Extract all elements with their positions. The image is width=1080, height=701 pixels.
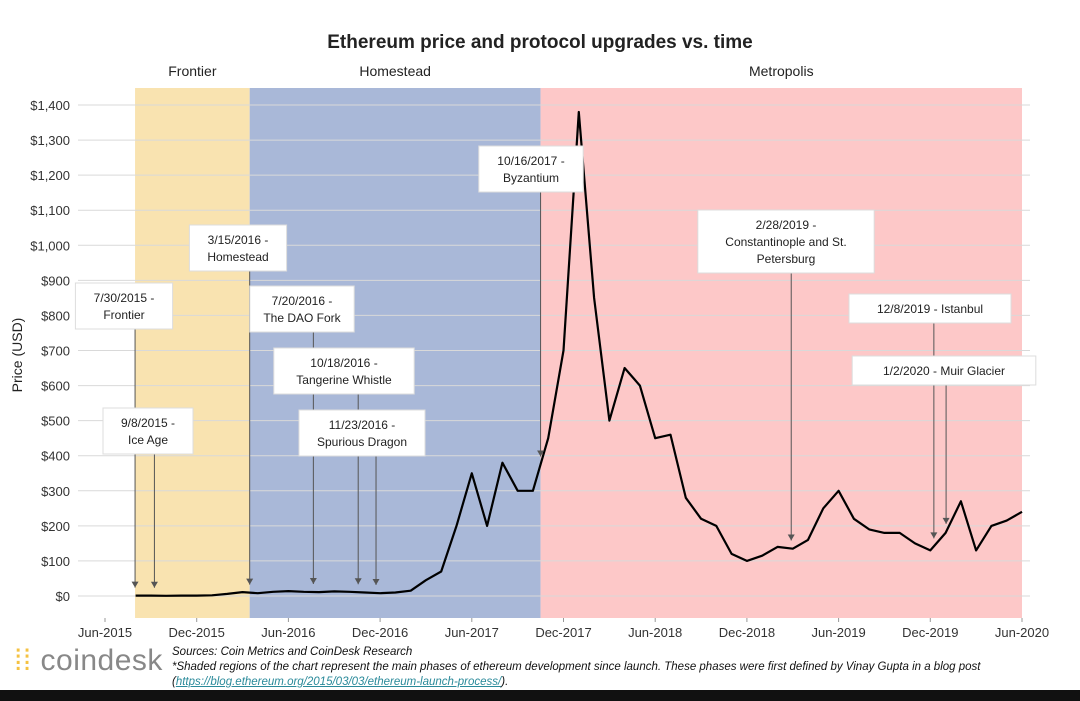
y-tick-label: $1,000 xyxy=(30,238,70,253)
annotation-box xyxy=(188,224,288,272)
phase-region xyxy=(135,88,250,618)
annotation-arrowhead xyxy=(787,534,795,541)
phase-label: Homestead xyxy=(359,63,431,79)
y-tick-label: $800 xyxy=(41,308,70,323)
annotation-label: Spurious Dragon xyxy=(317,435,407,449)
y-tick-label: $900 xyxy=(41,273,70,288)
annotation-box xyxy=(249,285,355,333)
annotation-arrowhead xyxy=(246,578,254,585)
price-line xyxy=(135,110,1023,597)
chart: Ethereum price and protocol upgrades vs.… xyxy=(9,32,1049,640)
note-text: *Shaded regions of the chart represent t… xyxy=(172,661,981,688)
footer: Sources: Coin Metrics and CoinDesk Resea… xyxy=(172,645,992,690)
annotation-label: 2/28/2019 - xyxy=(756,218,817,232)
y-tick-label: $100 xyxy=(41,554,70,569)
logo-icon: ⁞⁞ xyxy=(14,644,41,677)
annotation-label: Frontier xyxy=(103,308,144,322)
annotation-arrowhead xyxy=(942,517,950,524)
x-tick-label: Dec-2019 xyxy=(902,625,958,640)
annotation-arrowhead xyxy=(354,578,362,585)
annotation-label: 11/23/2016 - xyxy=(329,418,396,432)
y-tick-label: $700 xyxy=(41,344,70,359)
annotation-label: Ice Age xyxy=(128,433,168,447)
annotation-box xyxy=(848,293,1012,324)
y-tick-label: $500 xyxy=(41,414,70,429)
annotation-label: 3/15/2016 - xyxy=(208,233,269,247)
phase-label: Frontier xyxy=(168,63,217,79)
chart-title: Ethereum price and protocol upgrades vs.… xyxy=(327,32,753,53)
annotation-box xyxy=(478,145,584,193)
y-tick-label: $1,100 xyxy=(30,203,70,218)
y-tick-label: $0 xyxy=(56,589,70,604)
x-tick-label: Jun-2019 xyxy=(811,625,865,640)
x-tick-label: Dec-2016 xyxy=(352,625,408,640)
y-tick-label: $600 xyxy=(41,379,70,394)
x-tick-label: Dec-2017 xyxy=(535,625,591,640)
sources: Sources: Coin Metrics and CoinDesk Resea… xyxy=(172,646,413,658)
x-tick-label: Jun-2018 xyxy=(628,625,682,640)
phase-region xyxy=(540,88,1022,618)
y-tick-label: $300 xyxy=(41,484,70,499)
annotation-label: Petersburg xyxy=(757,252,816,266)
x-tick-label: Dec-2015 xyxy=(169,625,225,640)
annotation-box xyxy=(74,282,174,330)
annotation-box xyxy=(273,347,415,395)
annotation-label: Constantinople and St. xyxy=(725,235,846,249)
annotation-arrowhead xyxy=(537,450,545,457)
bottom-bar xyxy=(0,690,1080,701)
annotation-box xyxy=(102,407,194,455)
logo: ⁞⁞ coindesk xyxy=(14,644,163,678)
annotation-box xyxy=(697,209,875,274)
logo-text: coindesk xyxy=(40,644,163,677)
annotation-box xyxy=(298,409,426,457)
annotation-arrowhead xyxy=(372,579,380,586)
y-tick-label: $1,200 xyxy=(30,168,70,183)
annotation-label: Tangerine Whistle xyxy=(296,373,392,387)
y-tick-label: $400 xyxy=(41,449,70,464)
annotation-label: Homestead xyxy=(207,250,268,264)
annotation-label: 12/8/2019 - Istanbul xyxy=(877,302,983,316)
x-tick-label: Dec-2018 xyxy=(719,625,775,640)
annotation-arrowhead xyxy=(150,581,158,588)
annotation-label: 7/30/2015 - xyxy=(94,291,155,305)
x-tick-label: Jun-2015 xyxy=(78,625,132,640)
y-axis-label: Price (USD) xyxy=(9,318,25,393)
annotation-label: 10/18/2016 - xyxy=(310,356,377,370)
annotation-label: 1/2/2020 - Muir Glacier xyxy=(883,364,1005,378)
x-tick-label: Jun-2016 xyxy=(261,625,315,640)
note: *Shaded regions of the chart represent t… xyxy=(172,660,992,690)
y-tick-label: $200 xyxy=(41,519,70,534)
y-tick-label: $1,300 xyxy=(30,133,70,148)
x-tick-label: Jun-2017 xyxy=(445,625,499,640)
annotation-label: 9/8/2015 - xyxy=(121,416,175,430)
annotation-arrowhead xyxy=(309,578,317,585)
phase-label: Metropolis xyxy=(749,63,814,79)
annotation-label: 10/16/2017 - xyxy=(497,154,564,168)
y-tick-label: $1,400 xyxy=(30,98,70,113)
link[interactable]: https://blog.ethereum.org/2015/03/03/eth… xyxy=(175,676,502,688)
annotation-arrowhead xyxy=(930,532,938,539)
x-tick-label: Jun-2020 xyxy=(995,625,1049,640)
annotation-arrowhead xyxy=(131,581,139,588)
annotation-label: Byzantium xyxy=(503,171,559,185)
annotation-box xyxy=(851,355,1037,386)
annotation-label: The DAO Fork xyxy=(263,311,341,325)
note-end: ). xyxy=(501,676,509,688)
annotation-label: 7/20/2016 - xyxy=(272,294,333,308)
